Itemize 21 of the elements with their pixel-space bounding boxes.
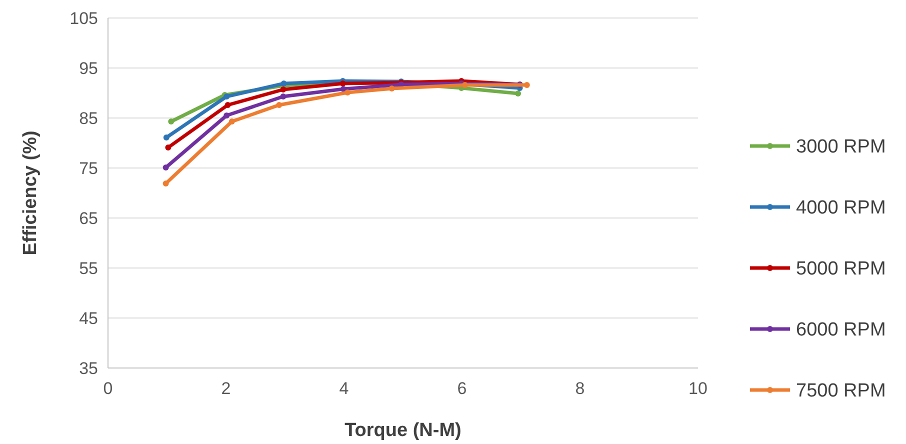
y-tick-label: 85 [79,108,98,128]
x-tick-label: 4 [339,379,349,398]
legend-label: 4000 RPM [796,198,886,219]
x-tick-label: 10 [688,379,708,398]
y-tick-label: 105 [70,8,98,28]
x-tick-label: 6 [457,379,467,398]
y-tick-label: 35 [79,358,98,378]
legend-label: 6000 RPM [796,320,886,341]
legend-label: 3000 RPM [796,136,886,158]
x-tick-label: 8 [575,379,585,398]
x-axis-title: Torque (N-M) [344,420,462,441]
y-tick-label: 65 [79,208,98,228]
y-tick-label: 55 [79,258,98,278]
legend-label: 7500 RPM [796,380,886,402]
y-axis-title: Efficiency (%) [20,130,41,256]
legend-label: 5000 RPM [796,258,886,280]
y-tick-label: 45 [79,308,98,328]
x-tick-label: 0 [103,379,113,398]
y-tick-label: 95 [79,58,98,78]
y-tick-label: 75 [79,158,98,178]
x-tick-label: 2 [221,379,231,398]
